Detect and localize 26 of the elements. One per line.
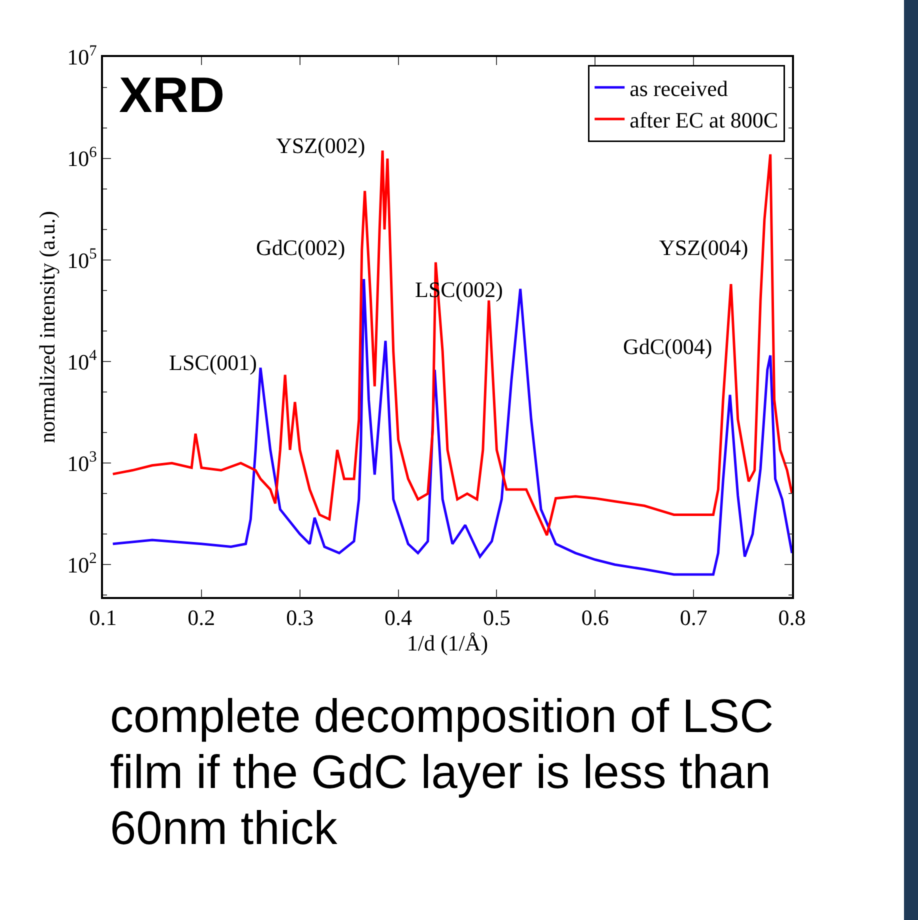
x-tick-label: 0.4 <box>384 605 412 630</box>
line-series <box>112 278 792 576</box>
legend-label: as received <box>630 76 728 101</box>
y-tick-label: 10$^{4}$ <box>67 347 98 374</box>
annotation: LSC(001) <box>169 350 257 375</box>
y-axis-title: normalized intensity (a.u.) <box>34 210 60 444</box>
x-axis-title: 1/d (1/Å) <box>406 630 488 656</box>
x-tick-label: 0.3 <box>286 605 314 630</box>
x-tick-label: 0.2 <box>188 605 216 630</box>
legend-label: after EC at 800C <box>630 108 778 133</box>
y-tick-label: 10$^{2}$ <box>67 550 97 578</box>
annotation: YSZ(002) <box>276 133 366 158</box>
y-tick-label: 10$^{7}$ <box>67 42 98 70</box>
annotation: XRD <box>119 67 225 123</box>
y-tick-label: 10$^{6}$ <box>67 144 98 172</box>
x-tick-label: 0.8 <box>778 605 806 630</box>
x-tick-label: 0.1 <box>89 605 117 630</box>
y-tick-label: 10$^{5}$ <box>67 246 98 273</box>
text: complete decomposition of LSC film if the GdC layer is less than 60nm thick <box>110 688 775 856</box>
x-tick-label: 0.6 <box>581 605 609 630</box>
x-tick-label: 0.7 <box>680 605 708 630</box>
x-tick-label: 0.5 <box>482 605 510 630</box>
y-tick-label: 10$^{3}$ <box>67 448 98 476</box>
annotation: GdC(004) <box>623 334 712 359</box>
annotation: GdC(002) <box>256 235 346 260</box>
annotation: YSZ(004) <box>659 235 748 260</box>
